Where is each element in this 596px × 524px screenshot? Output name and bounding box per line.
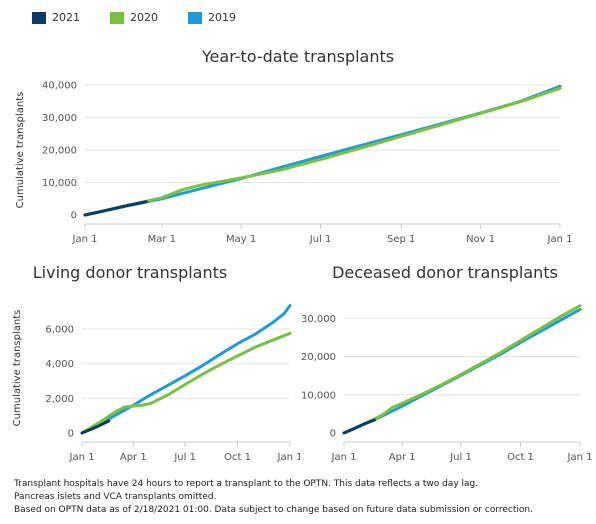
living-series-line-2021[interactable] [80,419,111,435]
ytd-y-tick-0: 0 [71,211,77,222]
footnote-lag: Transplant hospitals have 24 hours to re… [14,479,479,489]
living-y-tick-1: 2,000 [45,394,74,405]
living-y-axis-label: Cumulative transplants [12,310,23,427]
ytd-y-tick-1: 10,000 [42,178,77,189]
deceased-x-tick-1: Apr 1 [389,452,416,463]
ytd-y-tick-3: 30,000 [42,113,77,124]
deceased-x-tick-4: Jan 1 [567,452,593,463]
legend-label-2021: 2021 [52,11,80,24]
legend-item-2019[interactable]: 2019 [188,11,236,24]
living-x-tick-2: Jul 1 [173,452,196,463]
legend-item-2021[interactable]: 2021 [32,11,80,24]
ytd-series-line-2019[interactable] [83,84,562,217]
deceased-y-tick-2: 20,000 [301,352,336,363]
living-x-tick-0: Jan 1 [69,452,95,463]
ytd-x-tick-3: Jul 1 [309,234,332,245]
ytd-series-line-2020[interactable] [83,86,562,217]
deceased-x-tick-2: Jul 1 [449,452,472,463]
living-y-tick-2: 4,000 [45,359,74,370]
legend-label-2020: 2020 [130,11,158,24]
legend-item-2020[interactable]: 2020 [110,11,158,24]
deceased-chart-title: Deceased donor transplants [332,263,558,282]
deceased-y-tick-3: 30,000 [301,314,336,325]
ytd-x-tick-5: Nov 1 [466,234,495,245]
deceased-x-tick-0: Jan 1 [331,452,357,463]
ytd-x-tick-4: Sep 1 [387,234,415,245]
ytd-chart-title: Year-to-date transplants [201,47,394,66]
living-x-tick-4: Jan 1 [277,452,300,463]
living-x-tick-1: Apr 1 [120,452,147,463]
footnote-data-source: Based on OPTN data as of 2/18/2021 01:00… [14,505,533,515]
living-y-tick-0: 0 [68,429,74,440]
deceased-series-line-2020[interactable] [342,304,582,435]
legend-swatch-2020 [110,11,124,24]
deceased-y-tick-0: 0 [330,429,336,440]
living-x-tick-3: Oct 1 [224,452,251,463]
deceased-series-line-2021[interactable] [342,418,376,435]
living-donor-chart: Living donor transplants 0 2,000 4,000 6,000… [12,263,300,463]
deceased-y-tick-1: 10,000 [301,390,336,401]
ytd-x-tick-1: Mar 1 [148,234,176,245]
living-y-tick-3: 6,000 [45,325,74,336]
ytd-y-tick-2: 20,000 [42,146,77,157]
legend-label-2019: 2019 [208,11,236,24]
ytd-y-tick-4: 40,000 [42,81,77,92]
ytd-x-tick-0: Jan 1 [72,234,98,245]
living-chart-title: Living donor transplants [33,263,227,282]
deceased-series-line-2019[interactable] [342,308,582,435]
ytd-x-tick-6: Jan 1 [547,234,573,245]
legend: 2021 2020 2019 [32,11,266,24]
legend-swatch-2019 [188,11,202,24]
footnote-omitted: Pancreas islets and VCA transplants omit… [14,492,217,502]
deceased-x-tick-3: Oct 1 [507,452,534,463]
living-series-line-2020[interactable] [80,331,292,435]
deceased-donor-chart: Deceased donor transplants 0 10,000 20,000 3… [301,263,593,463]
living-series-line-2019[interactable] [80,304,292,435]
ytd-chart: Year-to-date transplants 0 10,000 20,000 30,… [15,47,573,245]
footnotes: Transplant hospitals have 24 hours to re… [14,478,533,517]
ytd-y-axis-label: Cumulative transplants [15,92,26,209]
ytd-series-line-2021[interactable] [83,200,148,217]
ytd-x-tick-2: May 1 [226,234,256,245]
legend-swatch-2021 [32,11,46,24]
